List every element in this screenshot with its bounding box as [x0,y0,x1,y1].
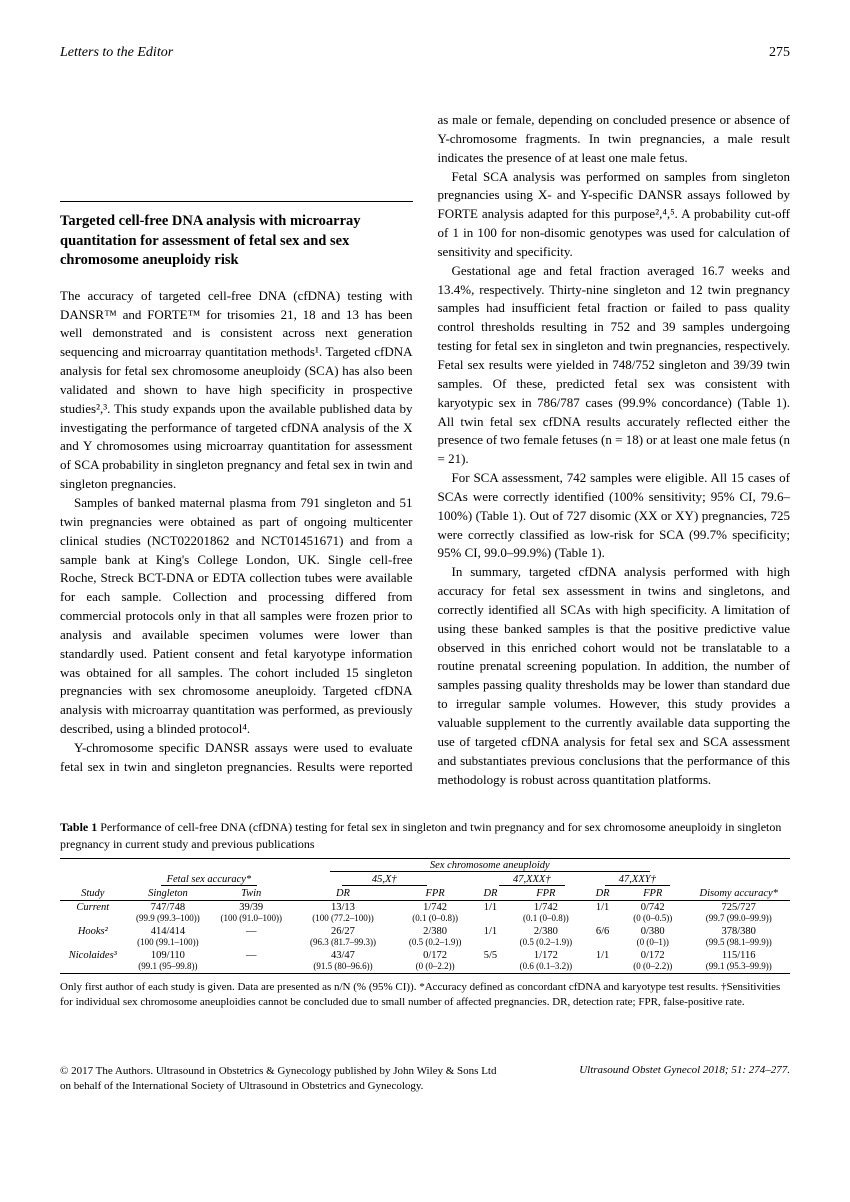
paragraph: For SCA assessment, 742 samples were eli… [438,469,791,563]
paragraph: Gestational age and fetal fraction avera… [438,262,791,469]
col-singleton: Singleton [126,887,211,901]
data-cell: — [210,925,292,949]
footer-right: Ultrasound Obstet Gynecol 2018; 51: 274–… [579,1064,790,1093]
grp-disomy: Disomy accuracy* [687,858,790,900]
col-fpr: FPR [394,887,477,901]
col-study: Study [60,858,126,900]
grp-45x: 45,X† [342,874,427,886]
data-cell: 1/742(0.1 (0–0.8)) [394,900,477,925]
data-cell: 26/27(96.3 (81.7–99.3)) [292,925,394,949]
study-cell: Hooks² [60,925,126,949]
data-cell: 2/380(0.5 (0.2–1.9)) [505,925,588,949]
data-cell: 0/172(0 (0–2.2)) [618,949,687,974]
data-cell: 725/727(99.7 (99.0–99.9)) [687,900,790,925]
paragraph: Samples of banked maternal plasma from 7… [60,494,413,739]
data-cell: 5/5 [476,949,504,974]
table-row: Current747/748(99.9 (99.3–100))39/39(100… [60,900,790,925]
data-cell: 6/6 [587,925,618,949]
data-cell: 0/380(0 (0–1)) [618,925,687,949]
col-fpr: FPR [618,887,687,901]
data-cell: 0/742(0 (0–0.5)) [618,900,687,925]
col-dr: DR [292,887,394,901]
data-cell: 1/1 [476,900,504,925]
data-cell: 0/172(0 (0–2.2)) [394,949,477,974]
col-dr: DR [587,887,618,901]
title-rule [60,201,413,202]
grp-sca: Sex chromosome aneuploidy [330,860,650,872]
data-cell: 1/1 [587,900,618,925]
table-row: Hooks²414/414(100 (99.1–100))—26/27(96.3… [60,925,790,949]
data-cell: 115/116(99.1 (95.3–99.9)) [687,949,790,974]
body-columns: Targeted cell-free DNA analysis with mic… [60,111,790,789]
data-cell: 414/414(100 (99.1–100)) [126,925,211,949]
data-cell: — [210,949,292,974]
table-row: Nicolaides³109/110(99.1 (95–99.8))—43/47… [60,949,790,974]
page-number: 275 [769,45,790,61]
data-cell: 1/742(0.1 (0–0.8)) [505,900,588,925]
grp-47xxy: 47,XXY† [605,874,670,886]
data-cell: 1/1 [587,949,618,974]
grp-fetal-sex: Fetal sex accuracy* [161,874,258,886]
data-cell: 747/748(99.9 (99.3–100)) [126,900,211,925]
running-header: Letters to the Editor 275 [60,45,790,61]
paragraph: The accuracy of targeted cell-free DNA (… [60,287,413,494]
data-cell: 1/1 [476,925,504,949]
footer-left: © 2017 The Authors. Ultrasound in Obstet… [60,1064,496,1093]
copyright-line2: on behalf of the International Society o… [60,1080,423,1092]
study-cell: Current [60,900,126,925]
article-title: Targeted cell-free DNA analysis with mic… [60,212,413,271]
table-caption: Table 1 Performance of cell-free DNA (cf… [60,819,790,851]
paragraph: Fetal SCA analysis was performed on samp… [438,168,791,262]
copyright-line1: © 2017 The Authors. Ultrasound in Obstet… [60,1065,496,1077]
col-twin: Twin [210,887,292,901]
col-dr: DR [476,887,504,901]
page-footer: © 2017 The Authors. Ultrasound in Obstet… [60,1064,790,1093]
col-fpr: FPR [505,887,588,901]
data-cell: 109/110(99.1 (95–99.8)) [126,949,211,974]
data-cell: 378/380(99.5 (98.1–99.9)) [687,925,790,949]
header-left: Letters to the Editor [60,45,173,61]
data-cell: 43/47(91.5 (80–96.6)) [292,949,394,974]
results-table: Study Fetal sex accuracy* Sex chromosome… [60,858,790,974]
data-cell: 1/172(0.6 (0.1–3.2)) [505,949,588,974]
data-cell: 13/13(100 (77.2–100)) [292,900,394,925]
table-footnote: Only first author of each study is given… [60,980,790,1010]
grp-47xxx: 47,XXX† [499,874,565,886]
data-cell: 2/380(0.5 (0.2–1.9)) [394,925,477,949]
table-caption-text: Performance of cell-free DNA (cfDNA) tes… [60,820,781,850]
study-cell: Nicolaides³ [60,949,126,974]
data-cell: 39/39(100 (91.0–100)) [210,900,292,925]
table-label: Table 1 [60,820,97,834]
paragraph: In summary, targeted cfDNA analysis perf… [438,563,791,789]
